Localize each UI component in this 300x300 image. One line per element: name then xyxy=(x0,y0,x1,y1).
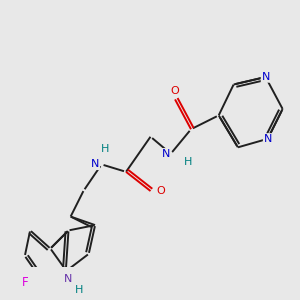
Text: H: H xyxy=(75,285,83,295)
Text: N: N xyxy=(263,134,272,144)
Text: O: O xyxy=(157,186,166,196)
Text: O: O xyxy=(171,86,179,96)
Text: F: F xyxy=(22,276,28,289)
Text: N: N xyxy=(162,149,171,159)
Text: N: N xyxy=(64,274,73,284)
Text: H: H xyxy=(100,145,109,154)
Text: H: H xyxy=(184,157,192,167)
Text: N: N xyxy=(261,72,270,82)
Text: N: N xyxy=(91,159,99,170)
